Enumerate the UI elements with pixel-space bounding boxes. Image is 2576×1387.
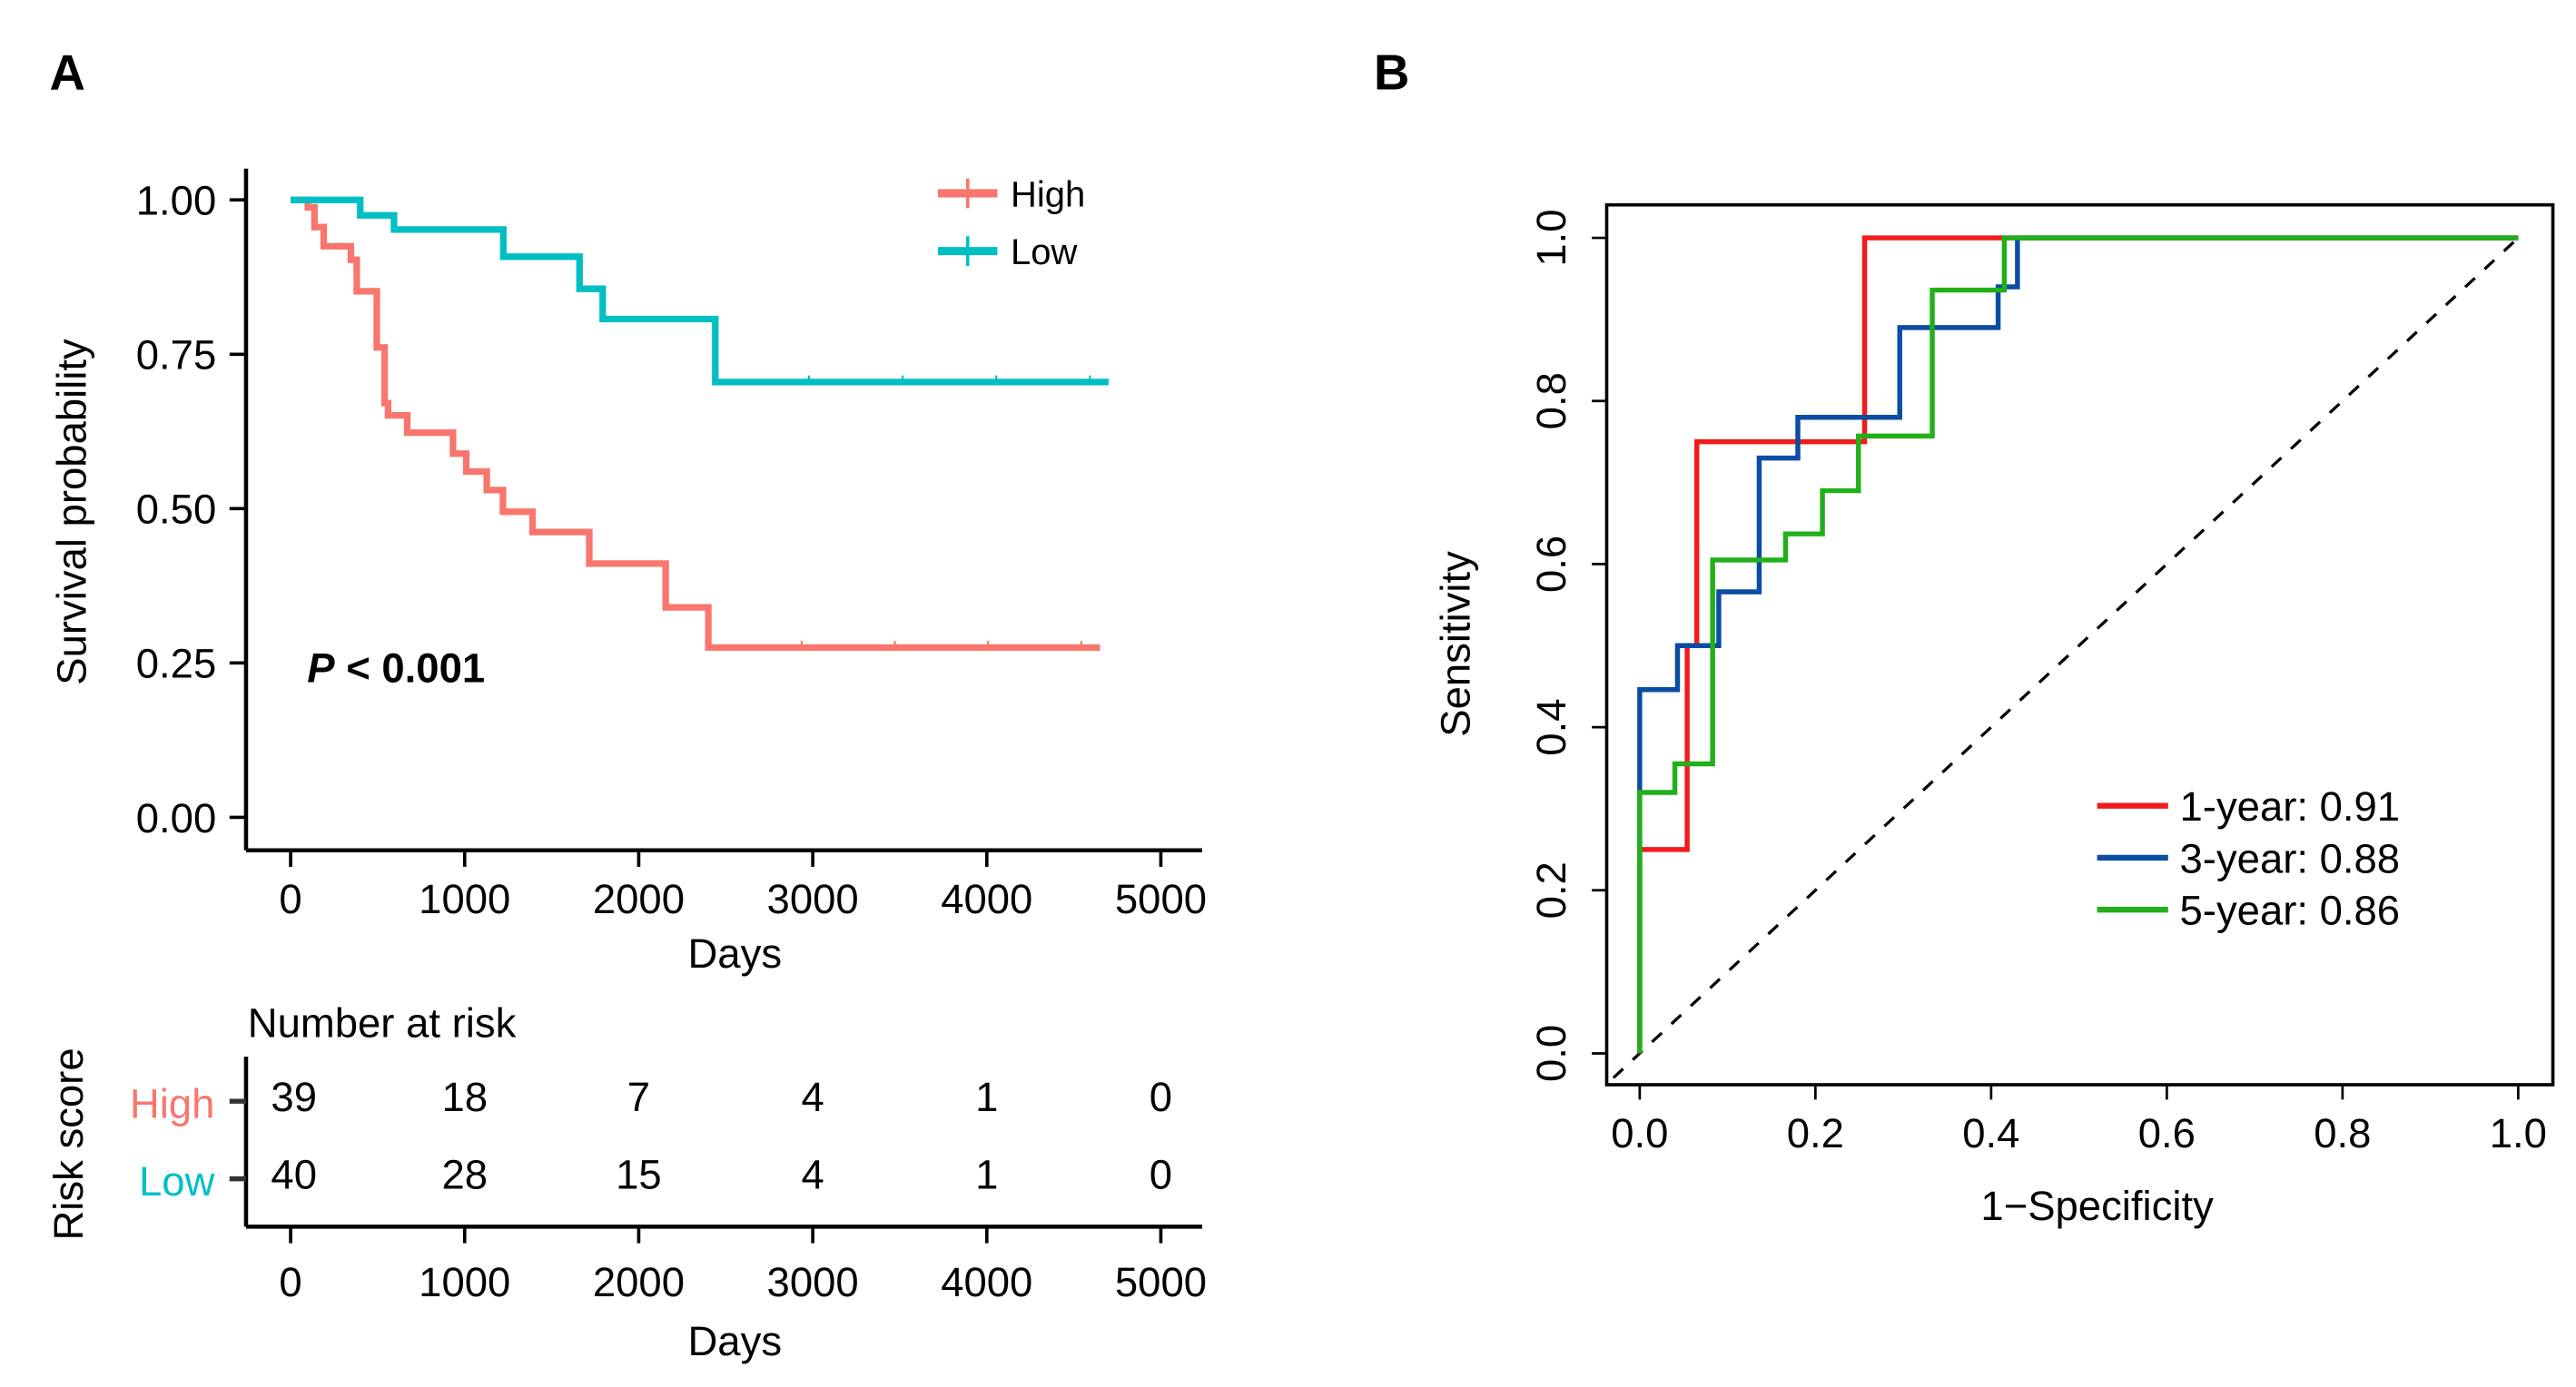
km-curve-low — [291, 196, 1109, 386]
km-x-tick-label: 2000 — [593, 876, 685, 922]
risk-row-label-high: High — [130, 1080, 214, 1126]
km-plot: Survival probability Days P < 0.001 0 100… — [49, 168, 1207, 977]
roc-x-tick-label: 0.4 — [1962, 1110, 2019, 1156]
km-y-tick-label: 0.25 — [136, 641, 216, 687]
roc-x-tick-label: 1.0 — [2490, 1110, 2547, 1156]
roc-legend-label: 3-year: 0.88 — [2180, 835, 2401, 881]
km-x-tick-label: 1000 — [419, 876, 510, 922]
km-y-tick-label: 1.00 — [136, 178, 216, 224]
roc-legend-label: 5-year: 0.86 — [2180, 888, 2401, 934]
km-x-tick-label: 4000 — [941, 876, 1032, 922]
roc-y-tick-label: 0.2 — [1528, 861, 1574, 919]
km-x-tick-label: 3000 — [767, 876, 859, 922]
risk-table-title: Number at risk — [248, 999, 517, 1046]
roc-frame — [1604, 202, 2555, 1087]
legend-label-high: High — [1011, 175, 1085, 215]
risk-x-label: Days — [687, 1318, 782, 1364]
risk-table: Number at risk Risk score Days 0 1000 2000… — [45, 999, 1207, 1364]
roc-y-tick-label: 0.8 — [1528, 372, 1574, 429]
roc-x-tick-label: 0.2 — [1787, 1110, 1844, 1156]
risk-count: 40 — [271, 1152, 317, 1198]
risk-count: 4 — [801, 1152, 824, 1198]
km-y-tick-label: 0.75 — [136, 332, 216, 379]
roc-y-label: Sensitivity — [1433, 551, 1479, 737]
risk-x-tick-label: 3000 — [767, 1259, 859, 1305]
km-y-tick-label: 0.00 — [136, 795, 216, 841]
km-y-label: Survival probability — [49, 339, 95, 685]
risk-x-tick-label: 5000 — [1115, 1259, 1207, 1305]
risk-count: 4 — [801, 1074, 824, 1120]
risk-count: 18 — [441, 1074, 488, 1120]
km-x-tick-label: 5000 — [1115, 876, 1207, 922]
risk-count: 7 — [627, 1074, 650, 1120]
roc-y-tick-label: 0.4 — [1528, 699, 1574, 756]
roc-x-tick-label: 0.6 — [2138, 1110, 2196, 1156]
risk-count: 28 — [441, 1152, 488, 1198]
roc-y-tick-label: 1.0 — [1528, 209, 1574, 266]
roc-x-tick-label: 0.8 — [2314, 1110, 2371, 1156]
p-label: P — [307, 644, 335, 691]
risk-row-label-low: Low — [139, 1158, 215, 1205]
risk-count: 0 — [1150, 1152, 1172, 1198]
risk-y-label: Risk score — [45, 1048, 92, 1240]
roc-x-label: 1−Specificity — [1980, 1183, 2214, 1229]
km-y-tick-label: 0.50 — [136, 487, 216, 533]
risk-count: 1 — [975, 1074, 998, 1120]
risk-x-tick-label: 2000 — [593, 1259, 685, 1305]
risk-count: 1 — [975, 1152, 998, 1198]
km-x-label: Days — [687, 930, 782, 977]
risk-x-tick-label: 0 — [279, 1259, 301, 1305]
risk-x-tick-label: 4000 — [941, 1259, 1032, 1305]
risk-count: 39 — [271, 1074, 317, 1120]
roc-legend-label: 1-year: 0.91 — [2180, 783, 2401, 830]
risk-x-tick-label: 1000 — [419, 1259, 510, 1305]
roc-y-tick-label: 0.0 — [1528, 1025, 1574, 1082]
legend-label-low: Low — [1011, 232, 1077, 272]
km-curve-high — [291, 196, 1100, 651]
roc-x-tick-label: 0.0 — [1611, 1110, 1668, 1156]
panel-label-a: A — [50, 44, 85, 100]
risk-count: 15 — [616, 1152, 662, 1198]
p-value: P < 0.001 — [307, 644, 485, 691]
reference-diagonal — [1612, 236, 2520, 1079]
roc-plot: Sensitivity 1−Specificity 0.0 0.2 0.4 0.6 0.… — [1433, 202, 2555, 1229]
panel-label-b: B — [1374, 44, 1409, 100]
roc-y-tick-label: 0.6 — [1528, 536, 1574, 593]
km-x-tick-label: 0 — [279, 876, 301, 922]
p-text: < 0.001 — [335, 644, 486, 691]
roc-curve-5-year — [1637, 235, 2519, 1054]
risk-count: 0 — [1150, 1074, 1172, 1120]
